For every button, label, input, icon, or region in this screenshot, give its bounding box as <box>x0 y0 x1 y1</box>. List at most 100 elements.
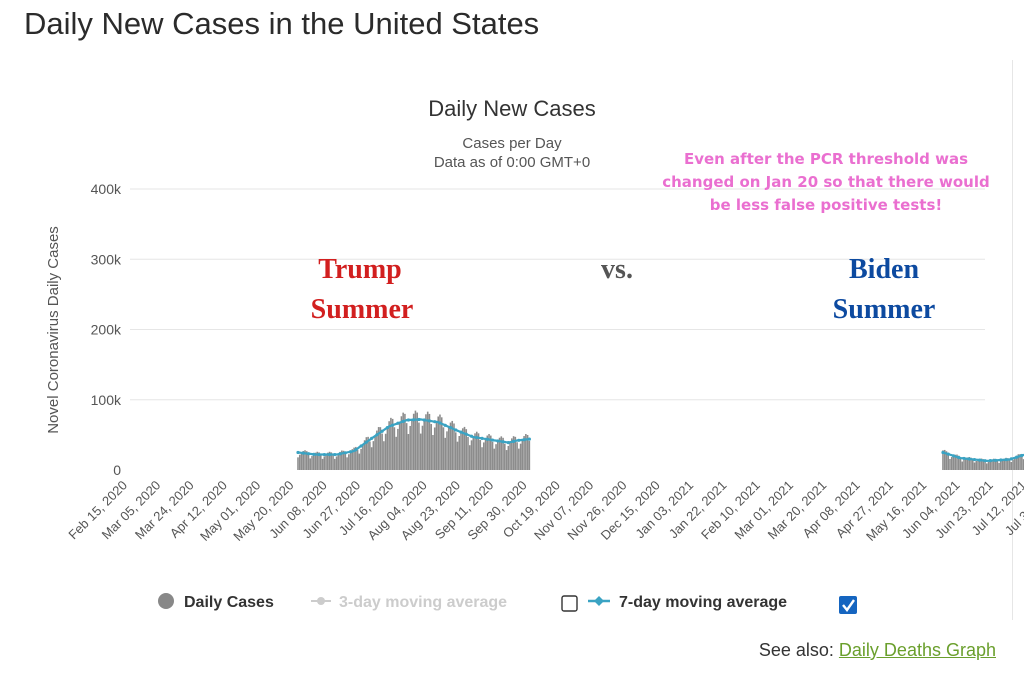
daily-case-bar <box>500 436 503 470</box>
daily-case-bar <box>386 426 389 470</box>
chart-subtitle-1: Cases per Day <box>462 135 562 152</box>
daily-case-bar <box>316 451 319 470</box>
daily-case-bar <box>391 418 394 470</box>
daily-case-bar <box>998 462 1000 470</box>
daily-case-bar <box>411 418 413 470</box>
daily-case-bar <box>298 454 301 470</box>
daily-case-bar <box>397 428 399 470</box>
seven-day-average-point <box>946 452 950 456</box>
annotation-trump: Trump <box>318 254 402 285</box>
legend-daily-cases[interactable]: Daily Cases <box>158 593 274 611</box>
annotation-biden-summer: Summer <box>833 294 936 325</box>
daily-case-bar <box>1010 462 1013 470</box>
daily-case-bar <box>342 450 345 470</box>
seven-day-average-point <box>485 437 489 441</box>
daily-case-bars <box>297 410 1024 470</box>
daily-case-bar <box>943 449 946 470</box>
seven-day-average-point <box>496 439 500 443</box>
daily-case-bar <box>977 459 979 470</box>
daily-case-bar <box>356 449 359 470</box>
daily-case-bar <box>1003 458 1006 470</box>
daily-case-bar <box>519 443 522 470</box>
daily-case-bar <box>363 440 366 470</box>
daily-case-bar <box>458 435 461 470</box>
checkbox-7day[interactable] <box>839 596 857 614</box>
daily-case-bar <box>453 423 455 470</box>
daily-case-bar <box>446 431 448 470</box>
panel-divider <box>1012 60 1013 620</box>
daily-case-bar <box>526 434 529 470</box>
daily-case-bar <box>440 417 443 470</box>
daily-case-bar <box>433 427 436 470</box>
daily-case-bar <box>1012 459 1014 470</box>
seven-day-lines <box>296 417 1024 463</box>
gridlines <box>130 188 985 401</box>
legend-7day-marker <box>594 596 604 606</box>
daily-case-bar <box>355 446 357 470</box>
seven-day-average-point <box>454 428 458 432</box>
daily-case-bar <box>439 414 441 470</box>
daily-case-bar <box>504 443 506 470</box>
daily-case-bar <box>516 442 518 470</box>
daily-case-bar <box>495 444 497 470</box>
seven-day-average-point <box>348 450 353 454</box>
daily-case-bar <box>518 448 520 470</box>
seven-day-average-point <box>312 452 316 456</box>
daily-case-bar <box>991 459 993 470</box>
seven-day-average-point <box>511 439 516 443</box>
daily-case-bar <box>435 420 438 470</box>
daily-case-bar <box>511 438 513 470</box>
seven-day-average-point <box>1004 458 1008 462</box>
y-axis-label: Novel Coronavirus Daily Cases <box>45 226 62 434</box>
daily-case-bar <box>509 441 511 470</box>
daily-case-bar <box>325 454 327 470</box>
seven-day-average-point <box>988 459 992 463</box>
daily-case-bar <box>982 459 985 470</box>
legend-7day-average[interactable]: 7-day moving average <box>588 594 787 611</box>
daily-case-bar <box>1001 459 1004 470</box>
daily-case-bar <box>528 440 531 470</box>
checkbox-3day[interactable] <box>561 595 578 612</box>
daily-case-bar <box>305 451 308 470</box>
daily-case-bar <box>341 450 343 470</box>
daily-case-bar <box>491 441 494 470</box>
seven-day-average-point <box>475 435 479 440</box>
daily-case-bar <box>525 433 527 470</box>
seven-day-average-point <box>343 451 347 455</box>
daily-case-bar <box>477 433 480 470</box>
daily-case-bar <box>497 440 499 470</box>
see-also: See also: Daily Deaths Graph <box>759 640 996 661</box>
daily-case-bar <box>512 436 515 470</box>
daily-case-bar <box>1007 458 1009 470</box>
daily-case-bar <box>346 457 348 470</box>
seven-day-average-point <box>490 438 495 442</box>
seven-day-average-point <box>333 452 337 457</box>
daily-case-bar <box>482 442 485 470</box>
daily-case-bar <box>479 440 482 470</box>
daily-case-bar <box>959 458 962 470</box>
daily-case-bar <box>421 425 424 470</box>
annotation-note-line3: be less false positive tests! <box>710 196 942 214</box>
daily-deaths-graph-link[interactable]: Daily Deaths Graph <box>838 640 996 660</box>
daily-case-bar <box>348 454 350 470</box>
daily-case-bar <box>971 460 974 470</box>
daily-case-bar <box>323 456 326 470</box>
legend-3day-average[interactable]: 3-day moving average <box>311 594 507 611</box>
daily-case-bar <box>975 460 978 470</box>
daily-case-bar <box>1015 455 1018 470</box>
daily-case-bar <box>498 437 501 470</box>
seven-day-average-point <box>469 434 474 438</box>
seven-day-average-point <box>391 423 395 427</box>
daily-case-bar <box>966 457 969 470</box>
seven-day-average-point <box>438 421 442 425</box>
seven-day-average-point <box>999 458 1003 462</box>
daily-case-bar <box>404 413 406 470</box>
daily-case-bar <box>384 433 387 470</box>
daily-case-bar <box>474 433 476 470</box>
daily-case-bar <box>484 438 487 470</box>
seven-day-average-point <box>1014 455 1019 459</box>
daily-case-bar <box>449 422 452 470</box>
seven-day-average-point <box>527 437 531 441</box>
daily-case-bar <box>314 452 317 470</box>
